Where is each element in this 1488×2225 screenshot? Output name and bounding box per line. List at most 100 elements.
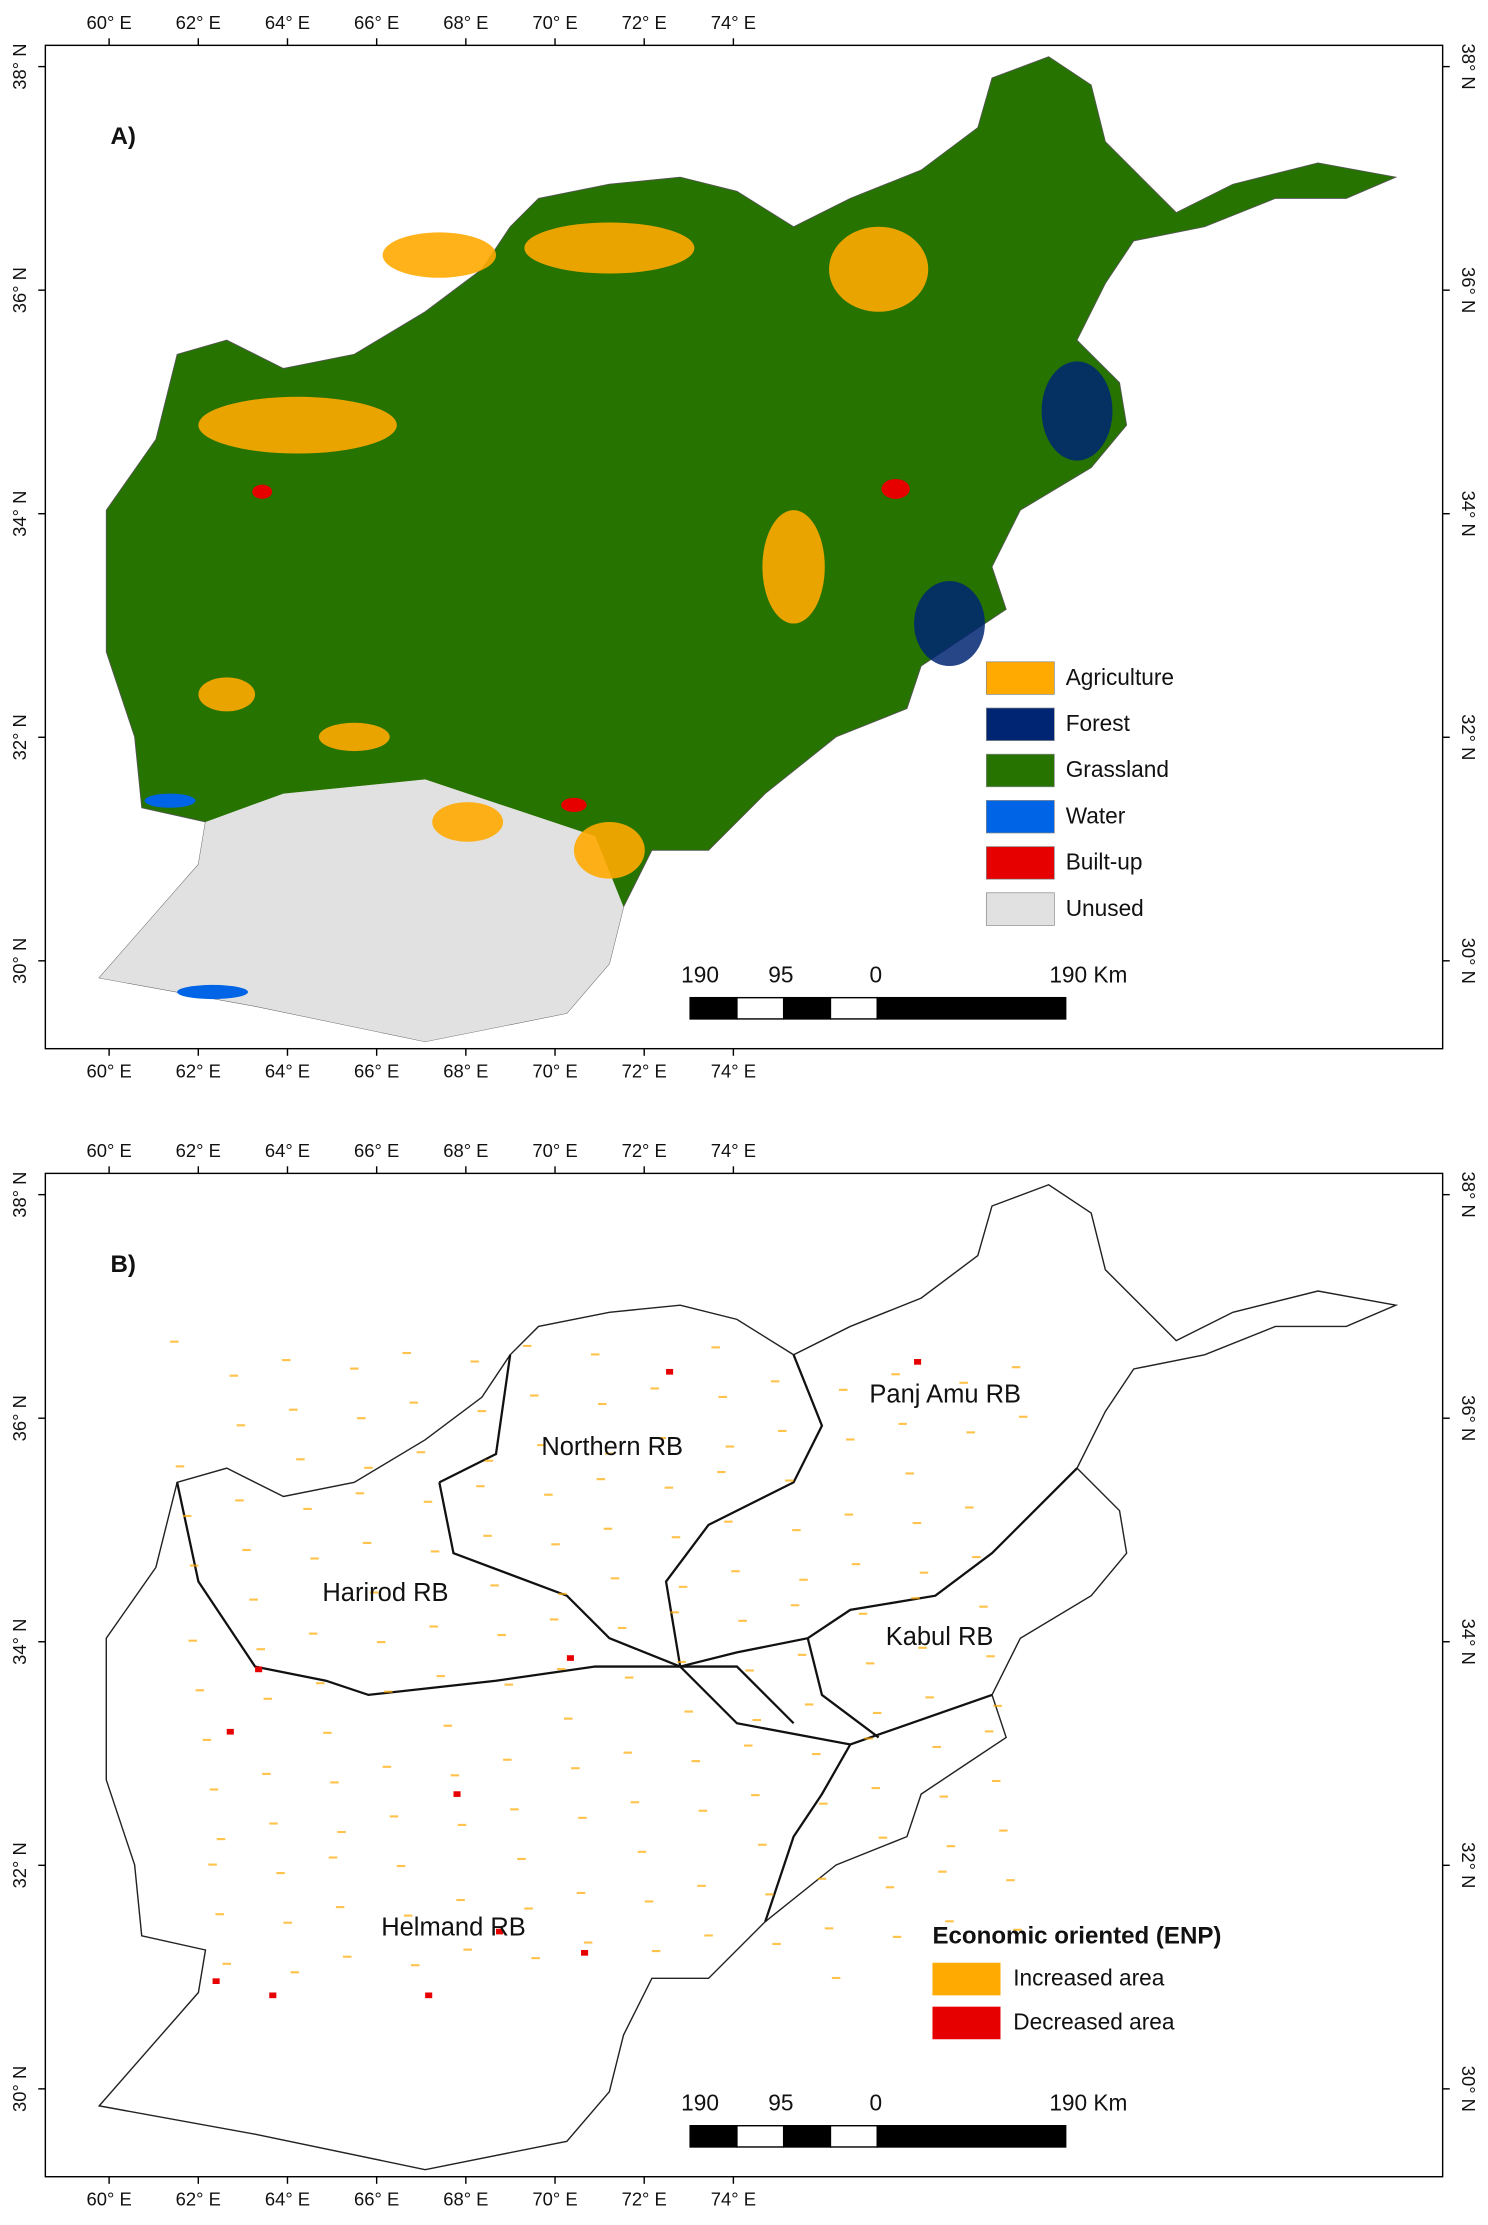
- panel-label: B): [111, 1251, 136, 1278]
- change-increase: [905, 1472, 915, 1475]
- land-forest: [1041, 361, 1113, 461]
- legend-swatch: [985, 753, 1055, 788]
- change-decrease: [269, 1992, 277, 1999]
- change-decrease: [566, 1655, 574, 1661]
- change-increase: [330, 1781, 339, 1784]
- scale-bar-segment: [736, 2125, 785, 2148]
- change-increase: [979, 1605, 988, 1608]
- change-increase: [770, 1380, 780, 1383]
- change-increase: [765, 1893, 774, 1896]
- change-increase: [316, 1682, 325, 1685]
- x-tick-label: 70° E: [532, 1061, 577, 1082]
- change-increase: [919, 1571, 929, 1574]
- change-increase: [932, 1745, 941, 1749]
- change-increase: [355, 1492, 365, 1495]
- change-increase: [792, 1529, 801, 1532]
- x-tick-label: 74° E: [711, 1061, 756, 1082]
- x-tick-label: 70° E: [532, 2189, 577, 2210]
- change-increase: [531, 1957, 540, 1960]
- change-increase: [804, 1703, 814, 1706]
- x-tick-label: 72° E: [622, 1061, 667, 1082]
- land-agriculture: [198, 396, 397, 454]
- y-tick-label: 32° N: [9, 1842, 30, 1888]
- change-increase: [504, 1683, 514, 1686]
- change-increase: [256, 1648, 266, 1651]
- change-increase: [864, 1737, 873, 1740]
- x-tick-label: 74° E: [711, 1140, 756, 1161]
- change-increase: [269, 1822, 278, 1825]
- y-tick-label: 30° N: [1458, 2066, 1479, 2112]
- scale-bar-segment: [782, 996, 832, 1020]
- change-increase: [195, 1689, 205, 1692]
- legend-swatch: [932, 1962, 1001, 1996]
- change-increase: [824, 1927, 834, 1930]
- change-increase: [738, 1619, 747, 1622]
- change-increase: [966, 1431, 975, 1434]
- x-tick-label: 66° E: [354, 12, 399, 33]
- change-increase: [858, 1612, 868, 1615]
- change-increase: [189, 1564, 199, 1567]
- change-increase: [409, 1401, 419, 1404]
- change-increase: [799, 1578, 808, 1581]
- change-increase: [871, 1787, 881, 1790]
- panel-label: A): [111, 123, 136, 150]
- change-increase: [1011, 1366, 1021, 1369]
- x-tick-label: 64° E: [265, 1140, 310, 1161]
- y-tick-label: 38° N: [1458, 43, 1479, 89]
- change-increase: [576, 1891, 586, 1895]
- change-increase: [410, 1964, 420, 1967]
- change-increase: [650, 1387, 659, 1390]
- change-increase: [357, 1417, 366, 1420]
- scale-bar-segment: [876, 996, 1067, 1020]
- change-increase: [965, 1506, 974, 1509]
- change-increase: [402, 1351, 411, 1355]
- legend-swatch: [985, 800, 1055, 834]
- legend-swatch: [985, 892, 1055, 926]
- change-increase: [664, 1486, 674, 1489]
- change-increase: [610, 1577, 620, 1580]
- change-increase: [925, 1696, 934, 1699]
- change-decrease: [666, 1368, 674, 1375]
- y-tick-label: 38° N: [1458, 1172, 1479, 1218]
- change-increase: [918, 1646, 927, 1649]
- x-tick-label: 62° E: [176, 12, 221, 33]
- change-increase: [704, 1934, 713, 1937]
- basin-boundary: [764, 1743, 852, 1923]
- change-increase: [711, 1346, 720, 1349]
- change-increase: [623, 1751, 633, 1754]
- change-increase: [549, 1618, 559, 1621]
- change-increase: [276, 1872, 285, 1875]
- change-increase: [170, 1340, 179, 1343]
- change-increase: [578, 1816, 587, 1819]
- x-tick-label: 60° E: [87, 1061, 132, 1082]
- x-tick-label: 68° E: [443, 1140, 488, 1161]
- basin-boundary: [664, 1354, 824, 1667]
- change-increase: [984, 1730, 994, 1733]
- change-increase: [503, 1758, 512, 1761]
- change-increase: [878, 1836, 888, 1839]
- scale-bar-segment: [829, 2125, 878, 2148]
- change-increase: [596, 1478, 606, 1481]
- change-increase: [717, 1470, 726, 1474]
- scale-bar-label: 95: [768, 2089, 793, 2115]
- x-tick-label: 66° E: [354, 2189, 399, 2210]
- change-increase: [912, 1522, 922, 1525]
- legend-label: Increased area: [1013, 1965, 1165, 1991]
- scale-bar-segment: [876, 2125, 1067, 2148]
- change-increase: [236, 1424, 246, 1427]
- legend-label: Unused: [1066, 895, 1144, 921]
- legend-swatch: [985, 661, 1055, 695]
- change-increase: [725, 1445, 735, 1448]
- scale-bar-label: 190 Km: [1049, 2089, 1127, 2115]
- scale-bar-label: 0: [869, 2089, 882, 2115]
- change-increase: [537, 1444, 546, 1447]
- y-tick-label: 36° N: [9, 267, 30, 313]
- y-tick-label: 34° N: [1458, 491, 1479, 537]
- change-increase: [229, 1374, 239, 1377]
- change-increase: [752, 1718, 762, 1722]
- x-tick-label: 60° E: [87, 2189, 132, 2210]
- x-tick-label: 62° E: [176, 1140, 221, 1161]
- y-tick-label: 34° N: [1458, 1619, 1479, 1665]
- land-agriculture: [573, 821, 645, 879]
